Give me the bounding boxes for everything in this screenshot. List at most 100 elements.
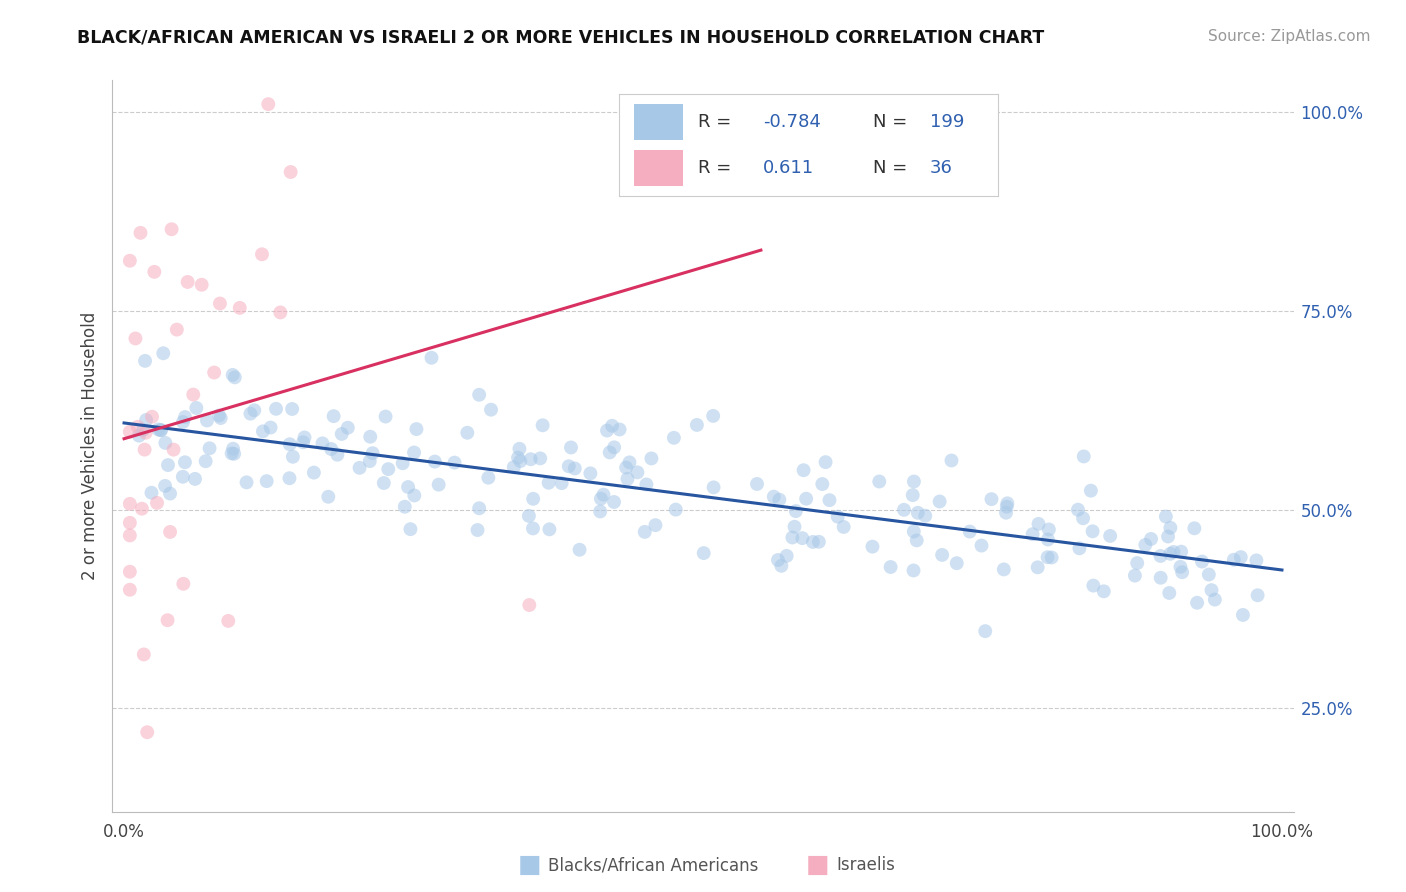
- Text: 199: 199: [929, 113, 965, 131]
- Point: [522, 491, 544, 506]
- Point: [508, 442, 530, 456]
- Text: 0.611: 0.611: [763, 159, 814, 177]
- Point: [1159, 547, 1181, 561]
- Point: [600, 418, 623, 433]
- Point: [1036, 533, 1059, 547]
- Point: [135, 425, 157, 440]
- Point: [792, 531, 814, 545]
- Point: [1191, 555, 1213, 569]
- Point: [879, 560, 901, 574]
- Point: [560, 441, 582, 455]
- Point: [703, 480, 725, 494]
- Point: [538, 522, 561, 536]
- Point: [1163, 545, 1185, 559]
- Point: [770, 558, 793, 573]
- Point: [217, 614, 239, 628]
- Point: [160, 222, 183, 236]
- Point: [456, 425, 478, 440]
- Point: [1246, 553, 1268, 567]
- Point: [596, 424, 619, 438]
- Point: [146, 496, 169, 510]
- Point: [558, 459, 581, 474]
- Point: [322, 409, 344, 424]
- Point: [405, 422, 427, 436]
- Point: [174, 455, 197, 469]
- Point: [945, 556, 967, 570]
- Point: [662, 431, 685, 445]
- Point: [336, 421, 359, 435]
- Point: [832, 520, 855, 534]
- Point: [477, 471, 499, 485]
- Point: [502, 460, 524, 475]
- Point: [321, 442, 343, 456]
- Point: [443, 456, 465, 470]
- Point: [118, 528, 141, 542]
- Point: [564, 461, 586, 475]
- Point: [745, 477, 768, 491]
- Point: [1149, 549, 1171, 563]
- Point: [118, 516, 141, 530]
- Point: [665, 502, 688, 516]
- Point: [264, 401, 287, 416]
- Point: [782, 531, 804, 545]
- Point: [531, 418, 554, 433]
- Point: [156, 458, 179, 472]
- Point: [229, 301, 252, 315]
- Point: [1201, 583, 1223, 598]
- Point: [124, 331, 146, 345]
- Text: Source: ZipAtlas.com: Source: ZipAtlas.com: [1208, 29, 1371, 44]
- Point: [136, 725, 159, 739]
- Point: [118, 497, 141, 511]
- Point: [468, 501, 491, 516]
- Point: [134, 354, 156, 368]
- Point: [172, 415, 194, 429]
- Point: [807, 534, 830, 549]
- Point: [776, 549, 799, 563]
- Point: [1099, 529, 1122, 543]
- Point: [636, 477, 658, 491]
- Point: [702, 409, 724, 423]
- Point: [131, 501, 153, 516]
- Text: -0.784: -0.784: [763, 113, 821, 131]
- Point: [396, 480, 419, 494]
- Point: [644, 518, 666, 533]
- Point: [599, 445, 621, 459]
- Point: [868, 475, 890, 489]
- Point: [901, 488, 924, 502]
- Point: [1080, 483, 1102, 498]
- Point: [1232, 607, 1254, 622]
- Point: [634, 524, 657, 539]
- Point: [132, 648, 155, 662]
- Point: [1126, 556, 1149, 570]
- Point: [568, 542, 591, 557]
- Point: [141, 485, 163, 500]
- Point: [603, 495, 626, 509]
- Point: [326, 448, 349, 462]
- Point: [506, 450, 529, 465]
- Point: [1038, 523, 1060, 537]
- Point: [118, 565, 141, 579]
- Point: [626, 466, 648, 480]
- Point: [257, 97, 280, 112]
- Point: [256, 474, 278, 488]
- Point: [399, 522, 422, 536]
- Point: [127, 419, 149, 434]
- Point: [768, 492, 790, 507]
- Point: [903, 564, 925, 578]
- Point: [221, 446, 243, 460]
- Point: [928, 494, 950, 508]
- Point: [172, 469, 194, 483]
- Point: [640, 451, 662, 466]
- Point: [1159, 586, 1181, 600]
- Point: [134, 442, 156, 457]
- Text: Israelis: Israelis: [837, 856, 896, 874]
- Point: [224, 447, 246, 461]
- Point: [811, 477, 834, 491]
- Point: [818, 493, 841, 508]
- Point: [155, 436, 177, 450]
- Point: [794, 491, 817, 506]
- Point: [1092, 584, 1115, 599]
- Text: N =: N =: [873, 113, 907, 131]
- Point: [941, 453, 963, 467]
- Point: [905, 533, 928, 548]
